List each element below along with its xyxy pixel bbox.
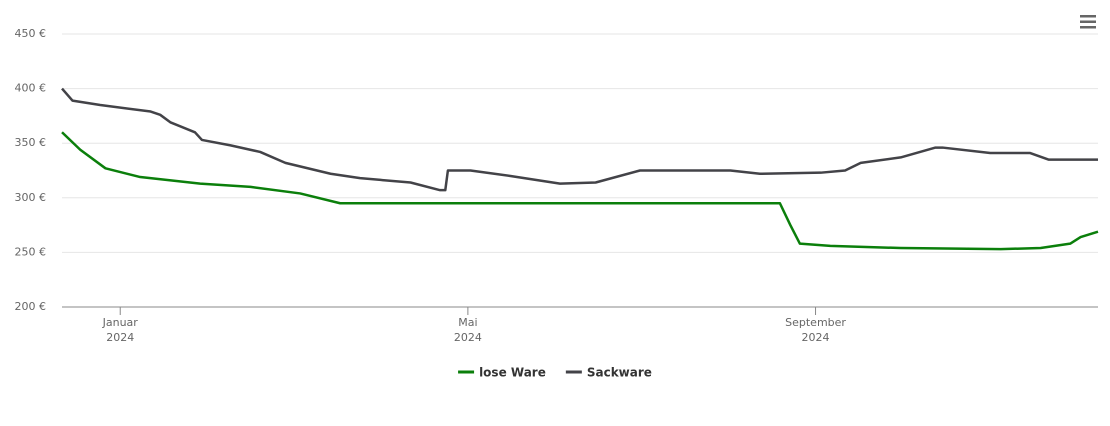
- x-tick-label: Januar 2024: [102, 316, 139, 344]
- y-tick-label: 200 €: [15, 300, 47, 313]
- y-tick-label: 250 €: [15, 245, 47, 258]
- legend: lose Ware Sackware: [458, 366, 652, 380]
- y-tick-label: 350 €: [15, 136, 47, 149]
- legend-item[interactable]: lose Ware: [458, 366, 546, 380]
- menu-button[interactable]: [1080, 15, 1096, 29]
- line-series: [61, 87, 1098, 192]
- legend-item[interactable]: Sackware: [565, 366, 652, 380]
- y-tick-label: 450 €: [15, 27, 47, 40]
- line-series: [61, 131, 1099, 251]
- y-tick-label: 400 €: [15, 82, 47, 95]
- y-tick-label: 300 €: [15, 191, 47, 204]
- menu-bar: [1080, 26, 1096, 29]
- legend-label: Sackware: [587, 366, 652, 380]
- menu-bar: [1080, 15, 1096, 18]
- x-tick-label: Mai 2024: [454, 316, 482, 344]
- legend-label: lose Ware: [479, 366, 546, 380]
- x-tick-label: September 2024: [785, 316, 846, 344]
- menu-bar: [1080, 20, 1096, 23]
